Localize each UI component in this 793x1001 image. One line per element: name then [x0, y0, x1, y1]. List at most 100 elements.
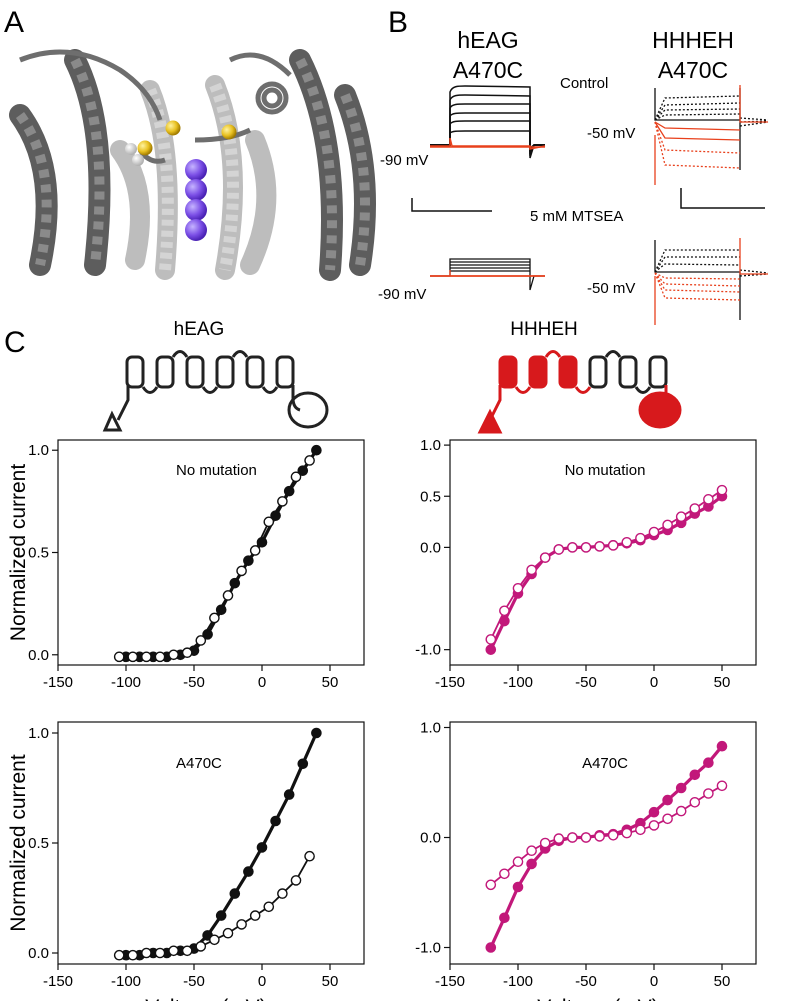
data-point	[675, 805, 687, 817]
cysteine-sphere	[132, 154, 144, 166]
holding-potential-label: -50 mV	[587, 280, 635, 297]
data-point	[222, 927, 234, 939]
panel-label-b: B	[388, 6, 408, 39]
trace-title-hEAG: hEAG	[457, 27, 518, 53]
data-point	[567, 832, 578, 843]
series-open	[113, 850, 315, 961]
data-point	[567, 542, 578, 553]
data-point	[181, 945, 193, 957]
data-point	[236, 919, 247, 930]
channel-schematic-hEAG	[102, 350, 329, 432]
x-tick-label: -100	[503, 973, 533, 990]
trace-title-HHHEH: HHHEH	[652, 27, 734, 53]
data-point	[168, 945, 179, 957]
data-point	[716, 780, 728, 792]
data-point	[181, 647, 193, 659]
cysteine-sulfur-sphere	[221, 124, 237, 140]
cysteine-sphere	[125, 143, 137, 155]
condition-label-mtsea: 5 mM MTSEA	[530, 208, 623, 225]
data-point	[263, 901, 275, 913]
data-point	[675, 782, 687, 794]
data-point	[236, 565, 247, 577]
x-axis-label: Voltage (mV)	[145, 996, 266, 1001]
data-point	[716, 484, 728, 496]
data-point	[141, 947, 152, 959]
x-tick-label: -100	[111, 674, 141, 691]
series-line	[489, 494, 723, 651]
data-point	[277, 888, 288, 899]
x-tick-label: -100	[503, 674, 533, 691]
data-point	[209, 934, 220, 946]
data-point	[580, 832, 592, 843]
y-tick-label: 1.0	[420, 437, 441, 454]
x-tick-label: 0	[650, 973, 658, 990]
data-point	[703, 494, 714, 505]
y-axis-label: Normalized current	[7, 464, 30, 642]
plot-annotation: A470C	[176, 755, 222, 772]
series-filled	[485, 740, 728, 953]
iv-plot: -150 -100 -50 0 50 -1.0 0.0 1.0 Voltage (mV) A470…	[415, 720, 757, 1001]
y-tick-label: 1.0	[28, 442, 49, 459]
data-point	[249, 545, 261, 556]
y-tick-label: 0.5	[28, 545, 49, 562]
data-point	[648, 526, 660, 538]
construct-label-HHHEH: HHHEH	[510, 319, 578, 340]
iv-plot: -150 -100 -50 0 50 0.0 0.5 1.0 Normalized curren…	[7, 439, 365, 691]
y-tick-label: 0.0	[28, 647, 49, 664]
data-point	[662, 519, 673, 531]
x-tick-label: -50	[575, 973, 597, 990]
data-point	[270, 815, 281, 827]
data-point	[249, 910, 261, 921]
construct-label-hEAG: hEAG	[174, 319, 225, 340]
data-point	[113, 949, 125, 961]
data-point	[635, 532, 646, 544]
data-point	[141, 651, 152, 663]
data-point	[648, 820, 660, 831]
data-point	[539, 552, 551, 563]
plot-annotation: No mutation	[565, 462, 646, 479]
data-point	[621, 536, 633, 548]
x-tick-label: 50	[322, 973, 339, 990]
series-line	[126, 449, 318, 659]
data-point	[209, 612, 220, 624]
data-point	[499, 605, 510, 617]
data-point	[526, 845, 537, 857]
y-tick-label: -1.0	[415, 940, 441, 957]
data-point	[127, 949, 139, 961]
x-tick-label: -50	[183, 674, 205, 691]
channel-schematic-HHHEH	[477, 350, 682, 434]
x-tick-label: -100	[111, 973, 141, 990]
data-point	[263, 516, 275, 528]
data-point	[539, 837, 551, 849]
plot-frame	[449, 721, 757, 965]
data-point	[553, 833, 565, 844]
y-tick-label: 0.0	[28, 945, 49, 962]
iv-plots: -150 -100 -50 0 50 0.0 0.5 1.0 Normalized curren…	[7, 437, 757, 1001]
data-point	[222, 590, 234, 601]
series-open	[485, 780, 728, 891]
data-point	[512, 881, 524, 893]
data-point	[283, 789, 295, 800]
data-point	[607, 830, 619, 841]
x-tick-label: -50	[575, 674, 597, 691]
data-point	[675, 511, 687, 523]
x-tick-label: -150	[43, 973, 73, 990]
pore-ion-sphere	[185, 199, 207, 221]
data-point	[485, 634, 497, 645]
data-point	[648, 806, 660, 818]
plot-annotation: A470C	[582, 755, 628, 772]
protein-structure-image	[9, 49, 376, 281]
data-point	[485, 942, 497, 953]
x-tick-label: 0	[258, 674, 266, 691]
data-point	[297, 465, 309, 476]
data-point	[553, 544, 565, 555]
data-point	[297, 758, 309, 770]
data-point	[512, 856, 524, 868]
y-tick-label: 0.0	[420, 830, 441, 847]
data-point	[168, 649, 179, 661]
trace-title-HHHEH-mutation: A470C	[658, 57, 728, 83]
series-line	[489, 745, 724, 949]
data-point	[689, 769, 701, 781]
x-tick-label: -150	[43, 674, 73, 691]
panel-label-c: C	[4, 326, 26, 359]
